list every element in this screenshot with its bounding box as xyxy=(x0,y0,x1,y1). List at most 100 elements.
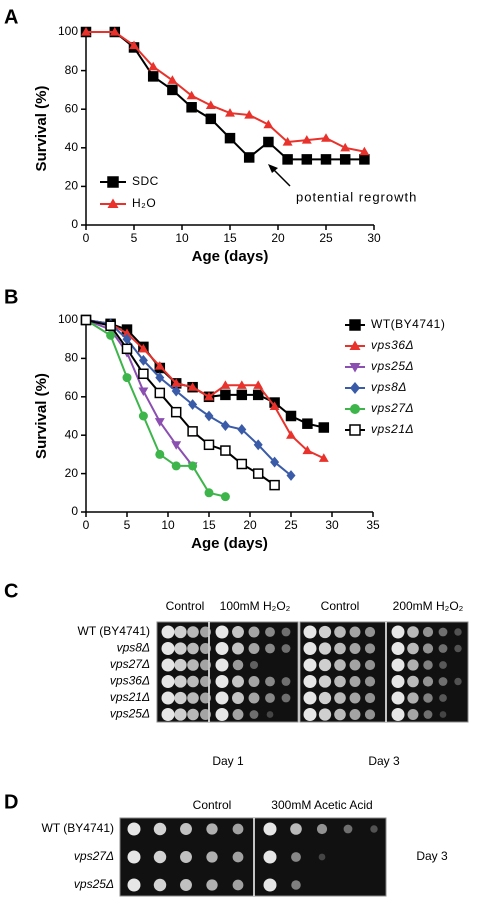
marker xyxy=(154,387,166,399)
spot xyxy=(266,711,274,718)
marker xyxy=(263,136,274,148)
marker xyxy=(155,372,165,383)
marker xyxy=(237,424,247,435)
marker xyxy=(122,333,132,345)
legend-label: WT(BY4741) xyxy=(371,317,445,331)
spot xyxy=(422,676,434,687)
x-tick-label: 20 xyxy=(271,231,285,245)
marker xyxy=(236,389,248,401)
spot xyxy=(423,693,433,703)
y-tick-label: 0 xyxy=(71,217,78,231)
spot xyxy=(391,642,405,655)
spot xyxy=(334,692,346,704)
spot xyxy=(303,675,317,688)
marker xyxy=(80,314,92,326)
spot xyxy=(454,677,462,686)
marker xyxy=(236,458,248,470)
spot xyxy=(200,692,211,704)
spot xyxy=(281,677,291,686)
marker xyxy=(269,401,280,410)
y-tick-label: 40 xyxy=(65,427,79,441)
marker xyxy=(252,389,264,401)
x-tick-label: 20 xyxy=(243,518,257,532)
row-label: WT (BY4741) xyxy=(78,624,150,638)
marker xyxy=(203,439,215,451)
marker xyxy=(167,84,178,96)
spot xyxy=(180,823,192,835)
spot xyxy=(334,675,346,688)
spot xyxy=(127,850,141,864)
y-tick-label: 20 xyxy=(65,466,79,480)
x-tick-label: 0 xyxy=(83,518,90,532)
spot xyxy=(232,675,244,688)
spot xyxy=(439,661,447,669)
marker xyxy=(220,380,231,389)
spot xyxy=(454,644,462,653)
spot xyxy=(407,709,419,720)
spot xyxy=(187,692,199,704)
spot xyxy=(265,627,275,637)
spot xyxy=(200,676,211,687)
row-label: vps25Δ xyxy=(74,877,114,891)
x-axis-label: Age (days) xyxy=(192,248,269,265)
x-tick-label: 25 xyxy=(284,518,298,532)
spot xyxy=(349,709,361,720)
marker xyxy=(339,154,351,165)
marker xyxy=(107,198,119,208)
spot xyxy=(161,675,175,688)
marker xyxy=(138,343,149,353)
annotation: potential regrowth xyxy=(296,189,417,204)
spot xyxy=(364,676,376,687)
spot xyxy=(263,850,277,864)
x-tick-label: 15 xyxy=(223,231,237,245)
spot xyxy=(232,879,244,891)
spot xyxy=(200,659,211,671)
legend-label: vps8Δ xyxy=(371,380,407,394)
row-label: vps21Δ xyxy=(110,690,150,704)
spot xyxy=(364,709,376,720)
series-line xyxy=(85,319,226,498)
panel-label: C xyxy=(4,580,18,602)
marker xyxy=(205,100,216,109)
y-tick-label: 80 xyxy=(65,63,79,77)
spot xyxy=(281,693,291,703)
marker xyxy=(349,340,361,350)
x-tick-label: 35 xyxy=(366,518,380,532)
spot xyxy=(407,692,419,704)
spot xyxy=(232,626,244,638)
spot xyxy=(153,822,167,836)
day-label: Day 1 xyxy=(212,754,244,768)
spot xyxy=(349,692,361,704)
marker xyxy=(224,132,236,144)
spot xyxy=(303,708,317,721)
spot xyxy=(174,708,187,721)
marker xyxy=(220,389,231,401)
column-label: Control xyxy=(166,599,205,613)
spot xyxy=(391,658,405,672)
spot xyxy=(334,626,346,638)
spot xyxy=(281,644,291,653)
marker xyxy=(359,146,370,156)
marker xyxy=(204,410,214,422)
row-label: vps27Δ xyxy=(74,849,114,863)
spot xyxy=(215,708,229,721)
y-tick-label: 0 xyxy=(71,504,78,518)
plate xyxy=(156,621,299,723)
y-tick-label: 100 xyxy=(58,312,78,326)
marker xyxy=(106,330,116,340)
marker xyxy=(282,137,293,146)
spot xyxy=(438,644,448,653)
marker xyxy=(148,61,159,71)
marker xyxy=(253,439,263,451)
marker xyxy=(138,368,149,380)
spot xyxy=(391,708,405,721)
marker xyxy=(121,343,133,355)
marker xyxy=(301,135,312,144)
marker xyxy=(170,406,182,418)
spot xyxy=(174,691,187,705)
spot xyxy=(248,676,260,687)
spot xyxy=(206,823,218,835)
spot xyxy=(200,709,211,720)
spot xyxy=(249,660,259,670)
spot xyxy=(161,625,175,639)
